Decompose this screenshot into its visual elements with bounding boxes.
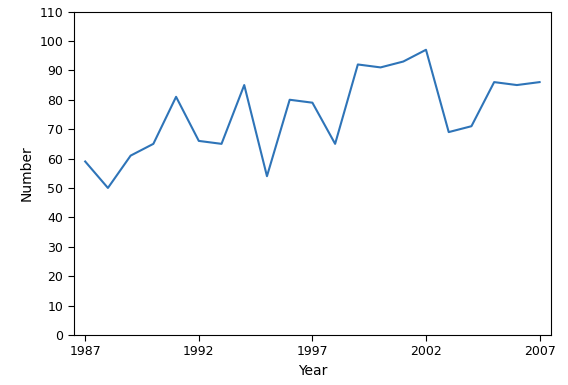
Y-axis label: Number: Number [20, 146, 34, 201]
X-axis label: Year: Year [298, 364, 327, 378]
